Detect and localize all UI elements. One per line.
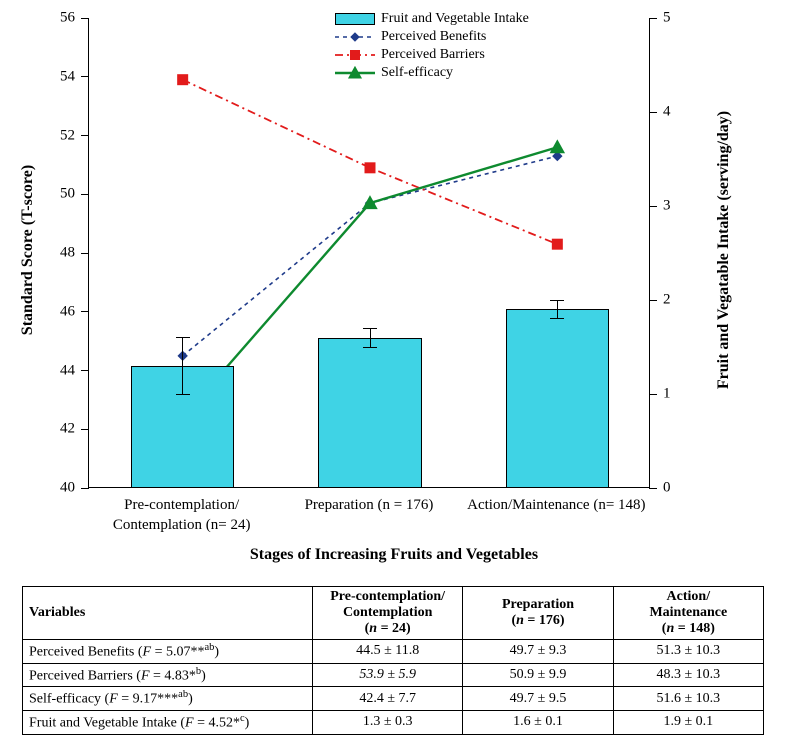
table-row: Perceived Benefits (F = 5.07**ab)44.5 ± … (23, 640, 764, 664)
ytick-right (649, 488, 657, 489)
x-axis-title: Stages of Increasing Fruits and Vegetabl… (0, 546, 788, 564)
row-value: 50.9 ± 9.9 (463, 663, 613, 687)
error-cap (363, 347, 377, 348)
bar (506, 309, 609, 488)
x-category-label: Preparation (n = 176) (269, 496, 469, 516)
figure-root: 404244464850525456012345 Standard Score … (0, 0, 788, 735)
ytick-right-label: 4 (663, 104, 693, 121)
legend-item: Perceived Benefits (335, 28, 529, 46)
th-variables: Variables (23, 587, 313, 640)
ytick-left (81, 488, 89, 489)
th-col-0: Pre-contemplation/Contemplation(n = 24) (313, 587, 463, 640)
ytick-left (81, 370, 89, 371)
row-value: 1.3 ± 0.3 (313, 710, 463, 734)
error-bar (182, 338, 183, 394)
row-value: 49.7 ± 9.3 (463, 640, 613, 664)
table-header-row: Variables Pre-contemplation/Contemplatio… (23, 587, 764, 640)
ytick-left-label: 44 (35, 362, 75, 379)
error-cap (550, 318, 564, 319)
ytick-right-label: 5 (663, 10, 693, 27)
series-marker (552, 239, 562, 249)
table-row: Self-efficacy (F = 9.17***ab)42.4 ± 7.74… (23, 687, 764, 711)
ytick-left-label: 50 (35, 186, 75, 203)
legend-swatch (335, 13, 375, 25)
legend-item: Self-efficacy (335, 64, 529, 82)
plot-area: 404244464850525456012345 (88, 18, 650, 488)
th-col-2: Action/Maintenance(n = 148) (613, 587, 763, 640)
error-bar (370, 328, 371, 347)
ytick-left-label: 40 (35, 480, 75, 497)
table-row: Perceived Barriers (F = 4.83*b)53.9 ± 5.… (23, 663, 764, 687)
ytick-left-label: 56 (35, 10, 75, 27)
ytick-left (81, 253, 89, 254)
ytick-left-label: 42 (35, 421, 75, 438)
row-value: 44.5 ± 11.8 (313, 640, 463, 664)
legend-label: Perceived Benefits (381, 28, 486, 47)
legend-item: Fruit and Vegetable Intake (335, 10, 529, 28)
ytick-left (81, 76, 89, 77)
row-value: 49.7 ± 9.5 (463, 687, 613, 711)
row-value: 51.3 ± 10.3 (613, 640, 763, 664)
row-value: 48.3 ± 10.3 (613, 663, 763, 687)
ytick-right (649, 206, 657, 207)
error-cap (363, 328, 377, 329)
ytick-right (649, 112, 657, 113)
x-category-label: Action/Maintenance (n= 148) (456, 496, 656, 516)
series-line (183, 80, 558, 245)
ytick-left (81, 135, 89, 136)
legend-label: Fruit and Vegetable Intake (381, 10, 529, 29)
legend-label: Perceived Barriers (381, 46, 485, 65)
ytick-right (649, 300, 657, 301)
legend-label: Self-efficacy (381, 64, 453, 83)
row-variable: Perceived Benefits (F = 5.07**ab) (23, 640, 313, 664)
series-marker (178, 75, 188, 85)
series-marker (365, 163, 375, 173)
ytick-left-label: 52 (35, 127, 75, 144)
ytick-left (81, 429, 89, 430)
error-cap (176, 394, 190, 395)
ytick-left (81, 311, 89, 312)
ytick-right-label: 1 (663, 386, 693, 403)
ytick-right (649, 18, 657, 19)
ytick-right-label: 3 (663, 198, 693, 215)
ytick-right (649, 394, 657, 395)
th-col-1: Preparation(n = 176) (463, 587, 613, 640)
ytick-left (81, 194, 89, 195)
series-marker (550, 140, 564, 152)
error-bar (557, 300, 558, 319)
row-value: 1.6 ± 0.1 (463, 710, 613, 734)
legend-swatch (335, 66, 375, 80)
legend: Fruit and Vegetable IntakePerceived Bene… (335, 10, 529, 82)
row-variable: Fruit and Vegetable Intake (F = 4.52*c) (23, 710, 313, 734)
right-axis-title: Fruit and Vegatable Intake (serving/day) (715, 111, 733, 389)
table-row: Fruit and Vegetable Intake (F = 4.52*c)1… (23, 710, 764, 734)
data-table: Variables Pre-contemplation/Contemplatio… (22, 586, 764, 735)
row-variable: Perceived Barriers (F = 4.83*b) (23, 663, 313, 687)
row-variable: Self-efficacy (F = 9.17***ab) (23, 687, 313, 711)
error-cap (550, 300, 564, 301)
bar (318, 338, 421, 488)
ytick-left-label: 48 (35, 245, 75, 262)
left-axis-title: Standard Score (T-score) (19, 165, 37, 335)
ytick-right-label: 2 (663, 292, 693, 309)
ytick-left (81, 18, 89, 19)
row-value: 1.9 ± 0.1 (613, 710, 763, 734)
row-value: 53.9 ± 5.9 (313, 663, 463, 687)
ytick-left-label: 54 (35, 68, 75, 85)
error-cap (176, 337, 190, 338)
ytick-left-label: 46 (35, 303, 75, 320)
series-line (183, 156, 558, 356)
x-category-label: Pre-contemplation/Contemplation (n= 24) (82, 496, 282, 535)
ytick-right-label: 0 (663, 480, 693, 497)
legend-swatch (335, 30, 375, 44)
row-value: 51.6 ± 10.3 (613, 687, 763, 711)
row-value: 42.4 ± 7.7 (313, 687, 463, 711)
legend-item: Perceived Barriers (335, 46, 529, 64)
legend-swatch (335, 48, 375, 62)
